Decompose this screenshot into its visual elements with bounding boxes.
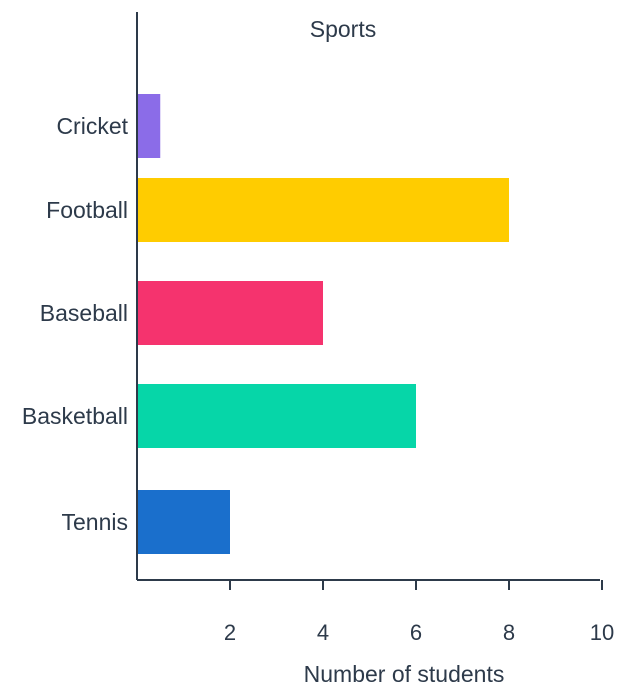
x-ticks-layer: 2 4 6 8 10 <box>224 580 614 645</box>
category-label-cricket: Cricket <box>56 113 128 139</box>
x-tick-label: 8 <box>503 620 515 645</box>
bar-tennis <box>138 490 230 554</box>
x-tick-label: 10 <box>590 620 614 645</box>
x-axis-label: Number of students <box>304 661 505 687</box>
category-label-tennis: Tennis <box>62 509 128 535</box>
category-label-basketball: Basketball <box>22 403 128 429</box>
bars-layer <box>138 94 509 554</box>
x-tick-label: 2 <box>224 620 236 645</box>
x-tick-label: 6 <box>410 620 422 645</box>
x-tick-label: 4 <box>317 620 329 645</box>
bar-cricket <box>138 94 161 158</box>
chart-title: Sports <box>310 16 376 42</box>
bar-football <box>138 178 509 242</box>
category-label-football: Football <box>46 197 128 223</box>
bar-basketball <box>138 384 416 448</box>
bar-baseball <box>138 281 323 345</box>
category-label-baseball: Baseball <box>40 300 128 326</box>
category-labels-layer: Cricket Football Baseball Basketball Tennis <box>22 113 129 535</box>
